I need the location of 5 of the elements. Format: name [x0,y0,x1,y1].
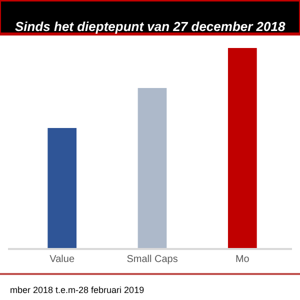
text: mber 2018 t.e.m-28 februari 2019 [10,285,144,295]
chart-title: Sinds het dieptepunt van 27 december 2018 [15,19,286,34]
x-tick-label: Value [50,254,75,265]
x-tick-label: Mo [235,254,250,265]
x-tick-label: Small Caps [126,254,178,265]
